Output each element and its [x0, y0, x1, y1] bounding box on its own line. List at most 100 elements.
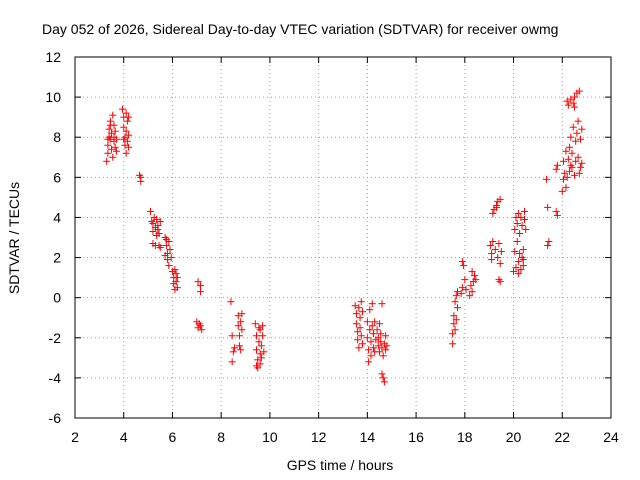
data-point	[357, 332, 365, 340]
data-point	[237, 346, 245, 354]
data-point	[559, 175, 567, 183]
data-point	[253, 346, 261, 354]
data-point	[238, 326, 246, 334]
data-point	[514, 258, 522, 266]
data-point	[228, 358, 236, 366]
y-tick-label: -2	[49, 330, 62, 346]
data-point	[104, 135, 112, 143]
data-point	[516, 250, 524, 258]
data-point	[235, 332, 243, 340]
y-tick-label: 0	[53, 290, 61, 306]
data-point	[573, 129, 581, 137]
data-point	[568, 149, 576, 157]
data-point	[165, 262, 173, 270]
data-point	[256, 360, 264, 368]
data-points	[103, 87, 586, 386]
data-point	[123, 117, 131, 125]
data-point	[125, 131, 133, 139]
data-point	[125, 113, 133, 121]
data-point	[366, 326, 374, 334]
data-point	[454, 304, 462, 312]
y-tick-label: -4	[49, 370, 62, 386]
data-point	[254, 356, 262, 364]
data-point	[120, 135, 128, 143]
data-point	[378, 300, 386, 308]
data-point	[376, 320, 384, 328]
data-point	[553, 211, 561, 219]
data-point	[513, 219, 521, 227]
data-point	[577, 135, 585, 143]
data-point	[496, 260, 504, 268]
data-point	[488, 256, 496, 264]
data-point	[196, 282, 204, 290]
data-point	[458, 284, 466, 292]
y-tick-label: 2	[53, 250, 61, 266]
data-point	[196, 322, 204, 330]
data-point	[510, 268, 518, 276]
data-point	[351, 302, 359, 310]
data-point	[561, 169, 569, 177]
data-point	[564, 101, 572, 109]
data-point	[519, 246, 527, 254]
data-point	[256, 350, 264, 358]
data-point	[562, 147, 570, 155]
data-point	[468, 288, 476, 296]
data-point	[354, 328, 362, 336]
data-point	[471, 272, 479, 280]
data-point	[122, 127, 130, 135]
data-point	[376, 348, 384, 356]
data-point	[544, 203, 552, 211]
data-point	[235, 342, 243, 350]
data-point	[147, 207, 155, 215]
data-point	[255, 338, 263, 346]
y-tick-label: 4	[53, 209, 61, 225]
data-point	[120, 123, 128, 131]
data-point	[106, 121, 114, 129]
data-point	[570, 103, 578, 111]
data-point	[572, 137, 580, 145]
data-point	[511, 248, 519, 256]
data-point	[363, 318, 371, 326]
data-point	[378, 344, 386, 352]
data-point	[153, 215, 161, 223]
data-point	[166, 246, 174, 254]
data-point	[156, 217, 164, 225]
x-tick-label: 2	[71, 429, 79, 445]
data-point	[542, 175, 550, 183]
data-point	[122, 149, 130, 157]
data-point	[570, 171, 578, 179]
data-point	[577, 163, 585, 171]
data-point	[366, 306, 374, 314]
data-point	[496, 278, 504, 286]
data-point	[382, 346, 390, 354]
data-point	[259, 322, 267, 330]
data-point	[352, 320, 360, 328]
y-tick-label: -6	[49, 410, 62, 426]
data-point	[257, 342, 265, 350]
data-point	[238, 310, 246, 318]
data-point	[563, 173, 571, 181]
data-point	[260, 348, 268, 356]
x-tick-label: 18	[457, 429, 473, 445]
data-point	[354, 336, 362, 344]
data-point	[519, 256, 527, 264]
data-point	[567, 95, 575, 103]
data-point	[196, 288, 204, 296]
data-point	[119, 105, 127, 113]
data-point	[382, 332, 390, 340]
data-point	[373, 326, 381, 334]
data-point	[566, 167, 574, 175]
data-point	[461, 276, 469, 284]
data-point	[237, 318, 245, 326]
data-point	[494, 254, 502, 262]
data-point	[553, 161, 561, 169]
data-point	[109, 153, 117, 161]
data-point	[149, 219, 157, 227]
data-point	[521, 207, 529, 215]
data-point	[569, 99, 577, 107]
data-point	[497, 248, 505, 256]
x-tick-label: 10	[262, 429, 278, 445]
data-point	[574, 153, 582, 161]
data-point	[516, 229, 524, 237]
data-point	[253, 332, 261, 340]
